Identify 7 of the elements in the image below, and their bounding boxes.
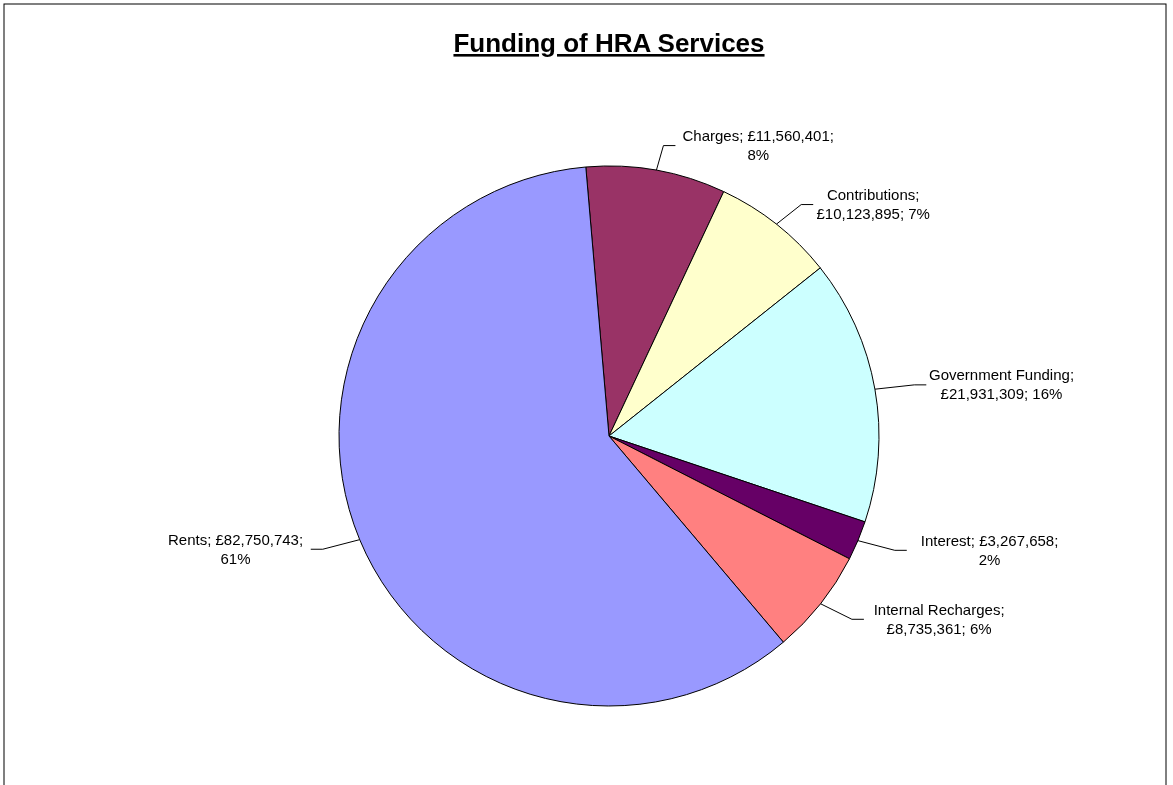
slice-label: Charges; £11,560,401; 8% <box>682 127 834 164</box>
slice-label: Government Funding; £21,931,309; 16% <box>928 366 1075 403</box>
chart-title: Funding of HRA Services <box>453 28 765 58</box>
slice-label: Interest; £3,267,658; 2% <box>920 531 1059 568</box>
slice-label: Internal Recharges; £8,735,361; 6% <box>873 600 1005 637</box>
slice-label: Contributions; £10,123,895; 7% <box>816 186 930 223</box>
slice-label: Rents; £82,750,743; 61% <box>168 530 304 567</box>
